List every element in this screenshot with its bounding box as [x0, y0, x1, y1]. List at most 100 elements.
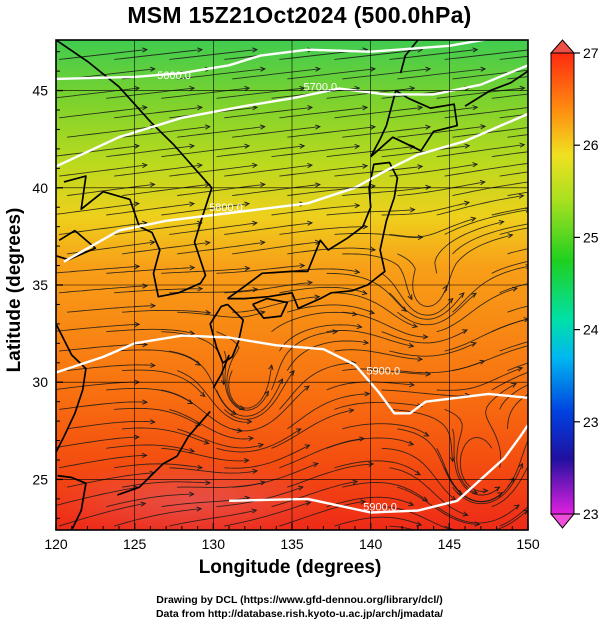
- streamline-arrowhead: [494, 486, 501, 492]
- streamline: [499, 55, 528, 60]
- streamline: [436, 504, 520, 524]
- streamline: [232, 68, 320, 80]
- streamline-arrowhead: [150, 362, 156, 368]
- streamline: [232, 241, 320, 255]
- streamline-arrowhead: [196, 220, 203, 226]
- streamline: [334, 232, 423, 239]
- streamline-arrowhead: [197, 464, 204, 470]
- streamline: [122, 427, 209, 444]
- streamline: [232, 126, 320, 138]
- streamline: [59, 285, 148, 294]
- contour-label: 5900.0: [363, 502, 397, 514]
- streamline-arrowhead: [141, 452, 148, 458]
- streamline: [334, 165, 423, 177]
- streamline-arrowhead: [482, 488, 489, 494]
- streamline-arrowhead: [243, 457, 250, 464]
- streamline: [444, 107, 528, 119]
- streamline: [122, 481, 210, 488]
- streamline: [56, 323, 140, 332]
- streamline: [491, 260, 528, 274]
- streamline: [59, 164, 147, 177]
- streamline-arrowhead: [479, 179, 486, 186]
- streamline-arrowhead: [417, 356, 424, 362]
- streamline-arrowhead: [535, 124, 540, 128]
- streamline-arrowhead: [497, 492, 504, 498]
- streamline: [389, 217, 476, 238]
- streamline: [436, 87, 525, 99]
- x-tick-label: 140: [359, 536, 383, 552]
- height-contours: [56, 40, 528, 514]
- streamline-arrowhead: [519, 142, 526, 148]
- streamline-arrowhead: [472, 105, 479, 111]
- streamline: [444, 49, 528, 60]
- streamline: [334, 106, 423, 119]
- streamline-arrowhead: [189, 143, 196, 149]
- streamline-arrowhead: [470, 341, 477, 347]
- x-axis-label: Longitude (degrees): [198, 557, 382, 578]
- streamline-arrowhead: [533, 342, 538, 346]
- streamline: [224, 106, 313, 119]
- streamline: [287, 68, 376, 80]
- streamline-arrowhead: [363, 339, 370, 346]
- streamline: [169, 408, 254, 440]
- streamline-arrowhead: [203, 439, 210, 445]
- streamline-arrowhead: [252, 47, 259, 53]
- streamline-arrowhead: [197, 105, 203, 111]
- streamline: [161, 331, 225, 385]
- y-tick-label: 30: [32, 374, 48, 390]
- streamline: [342, 423, 429, 437]
- streamline: [224, 370, 295, 420]
- streamline: [114, 349, 201, 366]
- coastline: [369, 89, 459, 158]
- coastline: [252, 297, 289, 319]
- streamline: [161, 389, 243, 432]
- streamline-arrowhead: [259, 124, 266, 130]
- streamline-arrowhead: [244, 201, 251, 207]
- streamline: [286, 340, 369, 371]
- streamline-arrowhead: [134, 321, 141, 328]
- streamline: [452, 181, 528, 197]
- streamline-arrowhead: [134, 85, 141, 92]
- streamline: [334, 460, 421, 476]
- colorbar-tick-label: 230: [583, 506, 599, 522]
- x-tick-label: 150: [516, 536, 540, 552]
- grid: [56, 40, 528, 530]
- streamline: [326, 437, 414, 449]
- contour-label: 5700.0: [303, 82, 337, 94]
- streamline-arrowhead: [536, 67, 541, 71]
- streamline-arrowhead: [464, 143, 471, 149]
- streamline-arrowhead: [142, 341, 149, 348]
- streamline: [397, 486, 480, 525]
- streamline: [271, 480, 358, 508]
- streamline: [114, 106, 202, 119]
- streamline: [342, 68, 431, 80]
- credit-data: Data from http://database.rish.kyoto-u.a…: [155, 608, 444, 620]
- streamline-arrowhead: [370, 246, 377, 253]
- streamline: [169, 509, 257, 527]
- contour-label: 5600.0: [157, 70, 191, 82]
- streamline: [114, 407, 201, 426]
- streamline: [397, 428, 463, 496]
- streamline: [114, 164, 202, 177]
- coastline: [212, 354, 230, 389]
- streamline-arrowhead: [470, 216, 477, 222]
- coastline: [227, 161, 399, 310]
- streamline-arrowhead: [237, 427, 244, 434]
- streamline: [216, 145, 305, 158]
- streamline: [106, 87, 195, 99]
- streamline: [381, 389, 470, 397]
- streamline: [334, 401, 422, 410]
- streamline: [499, 171, 528, 177]
- streamline-arrowhead: [252, 105, 259, 111]
- streamline-arrowhead: [589, 348, 594, 352]
- streamline-arrowhead: [591, 125, 596, 129]
- height-contour-line: [63, 112, 528, 263]
- streamline: [507, 191, 528, 197]
- streamline-arrowhead: [417, 105, 424, 111]
- streamline: [381, 201, 470, 216]
- streamline: [459, 436, 493, 492]
- streamline-arrowhead: [205, 480, 211, 486]
- streamline-arrowhead: [259, 240, 266, 246]
- streamline: [452, 127, 528, 138]
